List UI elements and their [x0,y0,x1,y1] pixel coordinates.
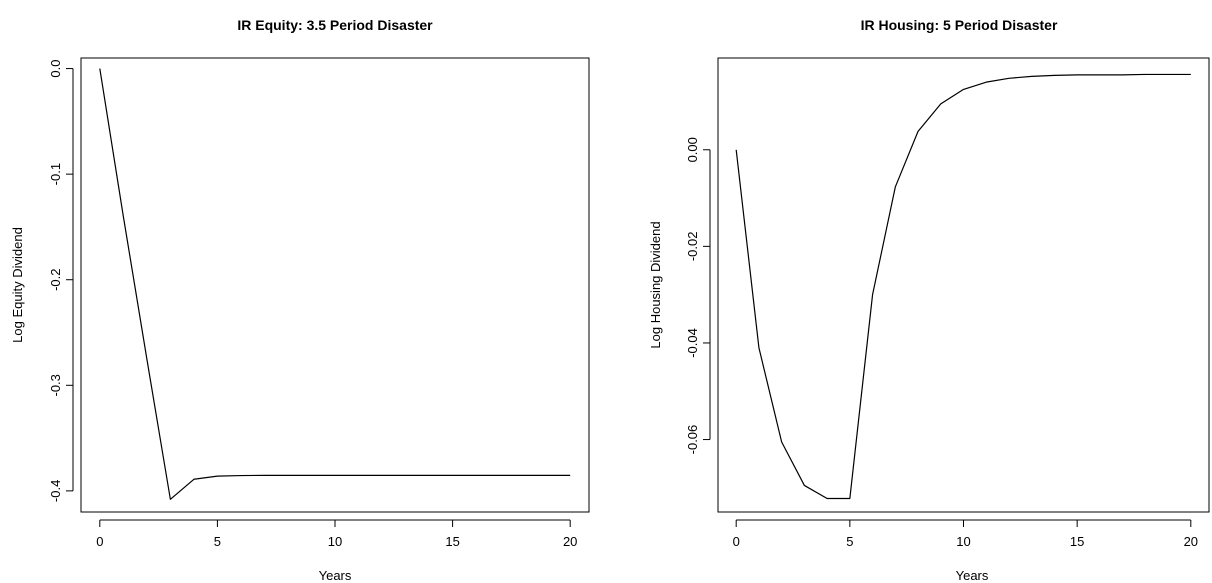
y-tick-label-housing: -0.04 [685,328,700,358]
chart-title-equity: IR Equity: 3.5 Period Disaster [237,17,433,33]
chart-title-housing: IR Housing: 5 Period Disaster [861,17,1058,33]
y-tick-label-equity: -0.2 [48,269,63,291]
y-tick-label-equity: 0.0 [48,60,63,78]
x-tick-label-housing: 0 [733,534,740,549]
series-line-housing [735,73,1191,500]
y-tick-label-equity: -0.4 [48,480,63,502]
x-tick-label-housing: 5 [846,534,853,549]
series-layer-equity [99,68,571,500]
y-tick-label-equity: -0.1 [48,163,63,185]
x-tick-label-equity: 5 [214,534,221,549]
y-tick-label-housing: -0.02 [685,232,700,262]
series-layer-housing [735,73,1191,500]
x-axis-housing: 0 5 10 15 20 [733,519,1198,549]
series-line-equity [99,68,571,500]
x-axis-equity: 0 5 10 15 20 [96,519,577,549]
x-tick-label-equity: 20 [563,534,577,549]
x-axis-label-housing: Years [956,568,989,583]
y-axis-label-housing: Log Housing Dividend [648,221,663,348]
plot-frame-housing [717,57,1210,513]
x-tick-label-equity: 10 [328,534,342,549]
x-tick-label-equity: 0 [96,534,103,549]
y-tick-label-housing: -0.06 [685,425,700,455]
y-axis-equity: 0.0 -0.1 -0.2 -0.3 -0.4 [48,60,74,502]
y-axis-label-equity: Log Equity Dividend [10,227,25,343]
x-axis-label-equity: Years [319,568,352,583]
panel-equity: IR Equity: 3.5 Period Disaster 0 5 10 15 20 … [10,17,590,583]
plot-frame-equity [80,57,590,513]
panel-housing: IR Housing: 5 Period Disaster 0 5 10 15 20 0… [648,17,1210,583]
y-tick-label-housing: 0.00 [685,137,700,162]
x-tick-label-equity: 15 [445,534,459,549]
x-tick-label-housing: 15 [1070,534,1084,549]
x-tick-label-housing: 10 [956,534,970,549]
y-axis-housing: 0.00 -0.02 -0.04 -0.06 [685,137,711,455]
x-tick-label-housing: 20 [1184,534,1198,549]
y-tick-label-equity: -0.3 [48,374,63,396]
